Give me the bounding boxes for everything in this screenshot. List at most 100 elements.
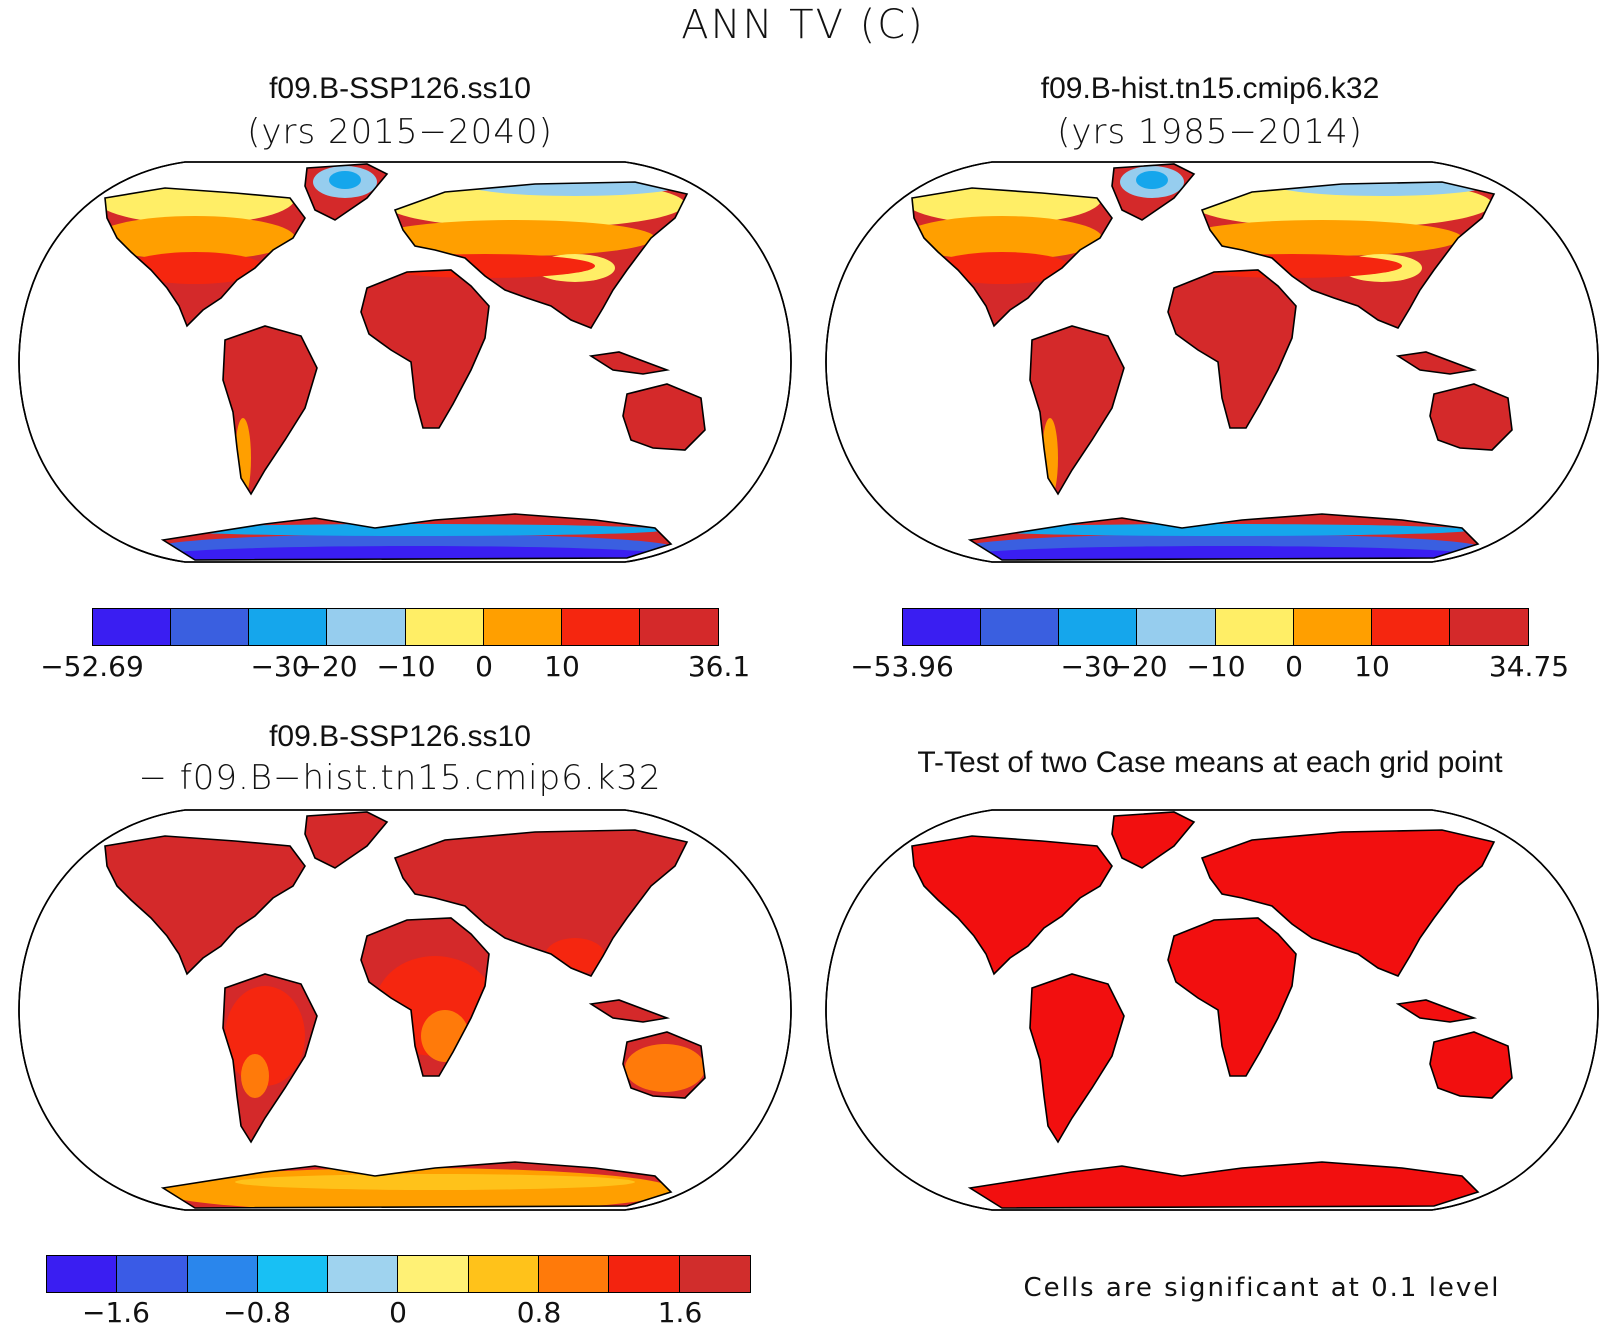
- panel2-colorbar: [902, 608, 1529, 646]
- africa-coastline: [1167, 917, 1297, 1077]
- australia-landmass: [623, 384, 705, 450]
- south-america-coastline: [1029, 973, 1125, 1144]
- colorbar-swatch: [1293, 609, 1372, 645]
- cold-region: [1136, 171, 1168, 189]
- africa-landmass: [1168, 918, 1296, 1076]
- indonesia-landmass: [591, 352, 667, 374]
- colorbar-swatch: [1059, 609, 1138, 645]
- antarctica-landmass: [970, 1162, 1478, 1208]
- antarctic-region: [972, 524, 1472, 536]
- temperate-region: [375, 220, 655, 256]
- panel2-tick: 10: [1354, 650, 1390, 683]
- colorbar-swatch: [187, 1256, 258, 1292]
- colorbar-swatch: [561, 609, 640, 645]
- south-america-coastline: [1029, 325, 1125, 496]
- panel3-tick: 0.8: [516, 1296, 562, 1329]
- map-frame: [18, 809, 792, 1211]
- panel3-title: f09.B-SSP126.ss10: [269, 720, 531, 753]
- figure-title: ANN TV (C): [681, 2, 925, 48]
- colorbar-swatch: [93, 609, 172, 645]
- panel1-tick: −52.69: [40, 650, 144, 683]
- eurasia-coastline: [393, 829, 689, 977]
- colorbar-swatch: [468, 1256, 540, 1292]
- panel4-map: [825, 809, 1599, 1211]
- indonesia-coastline: [1395, 351, 1478, 375]
- greenland-coastline: [304, 163, 389, 221]
- panel2-tick: −30: [1060, 650, 1120, 683]
- panel4-title: T-Test of two Case means at each grid po…: [917, 746, 1503, 779]
- panel3-tick: 0: [389, 1296, 407, 1329]
- north-america-coastline: [911, 835, 1113, 976]
- colorbar-swatch: [679, 1256, 750, 1292]
- greenland-coastline: [304, 811, 389, 869]
- colorbar-swatch: [117, 1256, 188, 1292]
- colorbar-swatch: [327, 609, 406, 645]
- colorbar-swatch: [1137, 609, 1216, 645]
- north-america-coastline: [104, 835, 306, 976]
- colorbar-swatch: [47, 1256, 118, 1292]
- panel3-tick: 1.6: [657, 1296, 703, 1329]
- australia-landmass: [1430, 384, 1512, 450]
- eurasia-coastline: [1200, 829, 1496, 977]
- australia-coastline: [622, 1031, 706, 1099]
- antarctica-coastline: [160, 1161, 673, 1209]
- temperate-region: [125, 252, 265, 284]
- indonesia-coastline: [1395, 999, 1478, 1023]
- colorbar-swatch: [1215, 609, 1294, 645]
- temperate-region: [912, 216, 1102, 260]
- panel1-tick: 36.1: [687, 650, 751, 683]
- indonesia-landmass: [1398, 352, 1474, 374]
- colorbar-swatch: [539, 1256, 610, 1292]
- africa-landmass: [361, 270, 489, 428]
- panel2-tick: 0: [1285, 650, 1303, 683]
- greenland-coastline: [1111, 811, 1196, 869]
- antarctica-coastline: [967, 1161, 1480, 1209]
- panel1-map: [18, 161, 792, 563]
- temperate-region: [105, 216, 295, 260]
- africa-coastline: [1167, 269, 1297, 429]
- panel1-tick: −30: [250, 650, 310, 683]
- colorbar-swatch: [405, 609, 484, 645]
- greenland-landmass: [1112, 812, 1194, 868]
- colorbar-swatch: [609, 1256, 680, 1292]
- colorbar-swatch: [483, 609, 562, 645]
- significance-note: Cells are significant at 0.1 level: [1023, 1273, 1501, 1303]
- africa-coastline: [360, 269, 490, 429]
- north-america-coastline: [104, 187, 306, 328]
- greenland-coastline: [1111, 163, 1196, 221]
- warming-region: [625, 1044, 705, 1092]
- indonesia-coastline: [588, 999, 671, 1023]
- antarctica-coastline: [967, 513, 1480, 561]
- colorbar-swatch: [328, 1256, 399, 1292]
- colorbar-swatch: [1449, 609, 1528, 645]
- colorbar-swatch: [639, 609, 718, 645]
- indonesia-landmass: [591, 1000, 667, 1022]
- eurasia-coastline: [1200, 181, 1496, 329]
- panel3-subtitle: − f09.B−hist.tn15.cmip6.k32: [138, 758, 662, 798]
- panel3-tick: −1.6: [82, 1296, 150, 1329]
- panel3-map: [18, 809, 792, 1211]
- indonesia-landmass: [1398, 1000, 1474, 1022]
- colorbar-swatch: [171, 609, 250, 645]
- panel1-colorbar: [92, 608, 719, 646]
- antarctic-region: [155, 546, 675, 560]
- south-america-coastline: [222, 325, 318, 496]
- panel2-subtitle: (yrs 1985−2014): [1057, 112, 1363, 152]
- map-frame: [825, 809, 1599, 1211]
- eurasia-landmass: [395, 830, 687, 976]
- australia-coastline: [1429, 383, 1513, 451]
- panel2-tick: −10: [1186, 650, 1246, 683]
- panel1-tick: −20: [298, 650, 358, 683]
- africa-coastline: [360, 917, 490, 1077]
- colorbar-swatch: [249, 609, 328, 645]
- panel2-tick: 34.75: [1488, 650, 1570, 683]
- africa-landmass: [1168, 270, 1296, 428]
- temperate-region: [1182, 220, 1462, 256]
- colorbar-swatch: [981, 609, 1060, 645]
- colorbar-swatch: [398, 1256, 469, 1292]
- greenland-landmass: [305, 812, 387, 868]
- panel3-colorbar: [46, 1255, 751, 1293]
- north-america-landmass: [105, 836, 305, 974]
- south-america-coastline: [222, 973, 318, 1144]
- eurasia-coastline: [393, 181, 689, 329]
